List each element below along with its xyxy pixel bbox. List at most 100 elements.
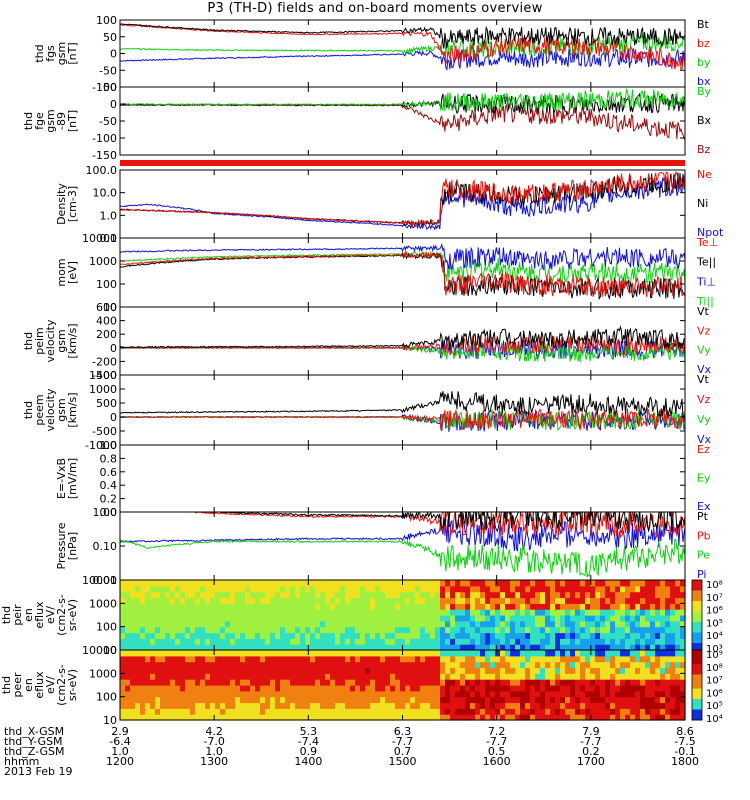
electron-spectrogram-cell [195,685,201,692]
ion-spectrogram-cell [435,609,441,616]
electron-spectrogram-cell [410,661,416,669]
ion-spectrogram-cell [315,620,321,628]
electron-spectrogram-cell [280,702,286,709]
electron-spectrogram-cell [440,667,446,674]
ion-spectrogram-cell [225,580,231,587]
ion-spectrogram-cell [290,626,296,634]
ion-spectrogram-cell [270,638,276,645]
electron-spectrogram-cell [460,685,466,692]
electron-spectrogram-cell [270,679,276,686]
ion-spectrogram-cell [260,626,266,634]
ion-spectrogram-cell [235,580,241,587]
electron-spectrogram-cell [360,714,366,721]
ion-spectrogram-cell [435,597,441,604]
electron-spectrogram-cell [275,673,281,680]
y-axis-label: Density [55,183,68,225]
ion-spectrogram-cell [575,591,581,599]
electron-spectrogram-cell [600,685,606,692]
electron-spectrogram-cell [655,714,661,721]
ion-spectrogram-cell [525,609,531,616]
ion-spectrogram-cell [645,620,651,628]
electron-spectrogram-cell [125,714,131,721]
electron-spectrogram-cell [580,702,586,709]
ion-spectrogram-cell [485,620,491,628]
ion-spectrogram-cell [305,580,311,587]
ion-spectrogram-cell [375,615,381,622]
ion-spectrogram-cell [250,638,256,645]
electron-spectrogram-cell [320,685,326,692]
ion-spectrogram-cell [245,609,251,616]
ion-spectrogram-cell [560,620,566,628]
y-axis-label: sr-eV) [66,599,79,631]
electron-spectrogram-cell [455,655,461,663]
ion-spectrogram-cell [420,638,426,645]
electron-spectrogram-cell [200,696,206,704]
ion-spectrogram-cell [495,615,501,622]
electron-spectrogram-cell [250,708,256,715]
ion-spectrogram-cell [630,632,636,639]
ion-spectrogram-cell [310,609,316,616]
electron-spectrogram-cell [460,708,466,715]
ion-spectrogram-cell [535,580,541,587]
electron-spectrogram-cell [640,690,646,698]
ion-spectrogram-cell [235,644,241,651]
electron-spectrogram-cell [620,714,626,721]
electron-spectrogram-cell [215,702,221,709]
electron-spectrogram-cell [460,702,466,709]
electron-spectrogram-cell [445,708,451,715]
ion-spectrogram-cell [345,597,351,604]
electron-spectrogram-cell [215,673,221,680]
electron-spectrogram-cell [410,690,416,698]
y-axis-label: -89 [55,112,68,130]
electron-spectrogram-cell [595,661,601,669]
colorbar-segment [692,671,702,675]
ion-spectrogram-cell [120,603,126,610]
ion-spectrogram-cell [455,609,461,616]
ion-spectrogram-cell [390,580,396,587]
electron-spectrogram-cell [325,655,331,663]
electron-spectrogram-cell [125,667,131,674]
electron-spectrogram-cell [530,679,536,686]
colorbar-label: 10³ [706,644,723,655]
ion-spectrogram-cell [610,580,616,587]
electron-spectrogram-cell [435,673,441,680]
electron-spectrogram-cell [575,708,581,715]
electron-spectrogram-cell [320,679,326,686]
electron-spectrogram-cell [475,696,481,704]
electron-spectrogram-cell [350,702,356,709]
electron-spectrogram-cell [205,708,211,715]
electron-spectrogram-cell [235,696,241,704]
electron-spectrogram-cell [550,667,556,674]
ion-spectrogram-cell [625,585,631,593]
ion-spectrogram-cell [290,644,296,651]
ion-spectrogram-cell [325,615,331,622]
ion-spectrogram-cell [665,626,671,634]
ion-spectrogram-cell [345,591,351,599]
electron-spectrogram-cell [680,667,686,674]
electron-spectrogram-cell [250,714,256,721]
electron-spectrogram-cell [635,650,641,657]
electron-spectrogram-cell [320,690,326,698]
ion-spectrogram-cell [425,603,431,610]
ion-spectrogram-cell [610,615,616,622]
electron-spectrogram-cell [225,690,231,698]
electron-spectrogram-cell [575,650,581,657]
electron-spectrogram-cell [125,655,131,663]
electron-spectrogram-cell [330,650,336,657]
ion-spectrogram-cell [600,632,606,639]
electron-spectrogram-cell [390,702,396,709]
electron-spectrogram-cell [235,685,241,692]
electron-spectrogram-cell [610,673,616,680]
electron-spectrogram-cell [530,667,536,674]
ion-spectrogram-cell [440,591,446,599]
ion-spectrogram-cell [410,580,416,587]
ion-spectrogram-cell [605,603,611,610]
electron-spectrogram-cell [480,655,486,663]
ion-spectrogram-cell [385,580,391,587]
electron-spectrogram-cell [275,690,281,698]
electron-spectrogram-cell [135,667,141,674]
ion-spectrogram-cell [640,620,646,628]
electron-spectrogram-cell [585,702,591,709]
ion-spectrogram-cell [600,597,606,604]
electron-spectrogram-cell [405,661,411,669]
